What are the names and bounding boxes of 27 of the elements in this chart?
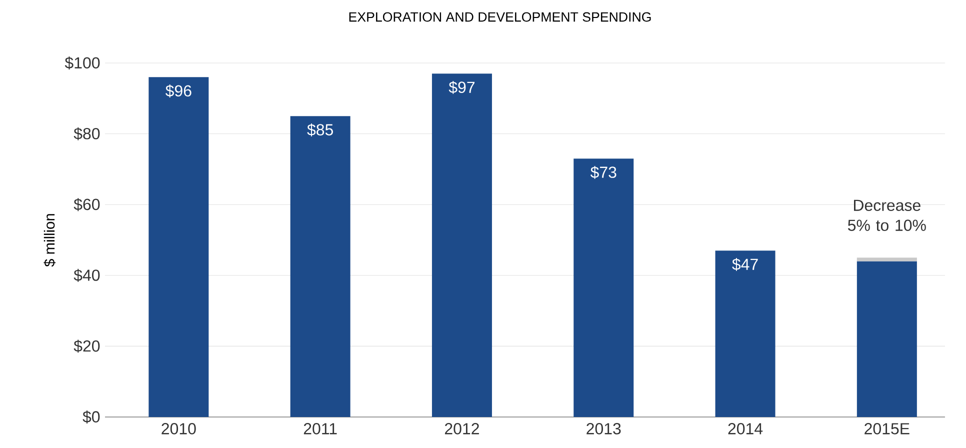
data-label: $96 [165,84,192,98]
y-tick-label: $0 [82,410,100,424]
y-axis-title: $ million [44,214,56,267]
y-tick-label: $20 [74,340,100,353]
y-tick-label: $60 [74,198,100,212]
x-tick-label: 2013 [586,423,621,434]
y-tick-label: $80 [74,127,100,140]
bar [574,158,634,417]
bar [290,116,350,417]
bar [856,258,917,262]
x-tick-label: 2010 [162,423,196,434]
data-label: $97 [448,80,475,94]
y-tick-label: $40 [74,268,100,282]
data-label: $85 [307,123,333,136]
bar [856,261,917,417]
x-tick-label: 2015E [864,423,910,434]
annotation: Decrease 5% to 10% [848,200,926,231]
x-tick-label: 2014 [728,423,763,434]
bar [432,74,492,417]
bar [148,77,209,417]
bar [715,250,776,417]
chart-title: EXPLORATION AND DEVELOPMENT SPENDING [349,12,651,22]
data-label: $73 [590,166,616,179]
x-tick-label: 2012 [444,423,479,434]
y-tick-label: $100 [64,56,100,70]
data-label: $47 [732,258,758,271]
x-tick-label: 2011 [304,423,337,434]
